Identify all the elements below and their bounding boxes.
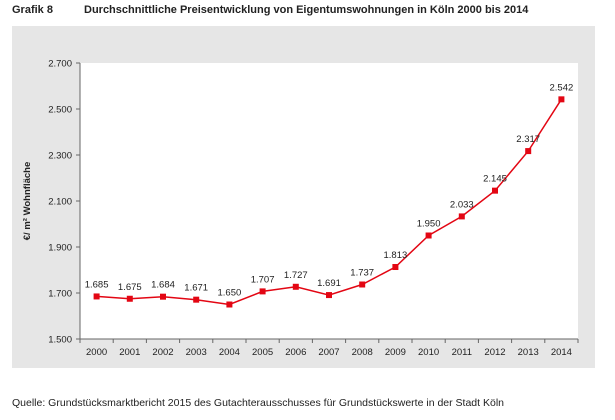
data-point [458, 213, 465, 220]
x-tick-label: 2013 [518, 347, 539, 358]
data-label: 2.145 [483, 174, 507, 185]
chart-header: Grafik 8 Durchschnittliche Preisentwicklu… [12, 4, 528, 16]
data-label: 2.317 [516, 134, 540, 145]
data-label: 1.691 [317, 278, 341, 289]
data-point [392, 264, 399, 271]
chart-title: Durchschnittliche Preisentwicklung von E… [84, 4, 529, 16]
x-tick-label: 2010 [418, 347, 439, 358]
y-axis-title: €/ m² Wohnfläche [22, 162, 33, 240]
x-tick-label: 2009 [385, 347, 406, 358]
data-label: 1.671 [184, 283, 208, 294]
data-label: 1.707 [251, 274, 275, 285]
data-point [359, 281, 366, 288]
x-tick-label: 2014 [551, 347, 572, 358]
data-point [226, 301, 233, 308]
y-tick-label: 1.700 [48, 289, 72, 300]
y-tick-label: 2.500 [48, 105, 72, 116]
source-note: Quelle: Grundstücksmarktbericht 2015 des… [12, 397, 504, 409]
y-tick-label: 1.900 [48, 243, 72, 254]
x-tick-label: 2004 [219, 347, 240, 358]
x-tick-label: 2007 [318, 347, 339, 358]
x-tick-label: 2000 [86, 347, 107, 358]
data-point [126, 295, 133, 302]
data-point [259, 288, 266, 295]
chart-panel: 1.500 1.700 1.900 2.100 2.300 2.500 2.700 €/ m²… [12, 26, 595, 368]
data-point [326, 292, 332, 299]
data-point [425, 232, 432, 239]
x-tick-label: 2003 [186, 347, 207, 358]
y-tick-label: 1.500 [48, 335, 72, 346]
data-point [492, 187, 498, 194]
data-label: 1.684 [151, 280, 175, 291]
data-point [558, 96, 565, 103]
y-tick-label: 2.100 [48, 197, 72, 208]
figure-label: Grafik 8 [12, 4, 53, 16]
data-label: 1.950 [417, 219, 441, 230]
x-tick-label: 2001 [119, 347, 140, 358]
data-point [525, 148, 532, 155]
data-label: 2.033 [450, 199, 474, 210]
data-label: 1.675 [118, 282, 142, 293]
data-point [292, 283, 299, 290]
line-chart: 1.500 1.700 1.900 2.100 2.300 2.500 2.700 €/ m²… [22, 59, 579, 358]
data-label: 1.813 [384, 250, 408, 261]
x-tick-label: 2005 [252, 347, 273, 358]
data-label: 1.685 [85, 279, 109, 290]
x-tick-label: 2008 [352, 347, 373, 358]
data-point [193, 296, 200, 303]
data-point [160, 293, 166, 300]
x-tick-label: 2002 [152, 347, 173, 358]
data-label: 2.542 [550, 82, 574, 93]
x-tick-label: 2006 [285, 347, 306, 358]
data-point [93, 293, 100, 300]
x-tick-label: 2012 [484, 347, 505, 358]
y-tick-label: 2.700 [48, 59, 72, 70]
data-label: 1.727 [284, 270, 308, 281]
y-tick-label: 2.300 [48, 151, 72, 162]
data-label: 1.737 [350, 267, 374, 278]
data-label: 1.650 [218, 288, 242, 299]
x-tick-label: 2011 [452, 347, 472, 358]
